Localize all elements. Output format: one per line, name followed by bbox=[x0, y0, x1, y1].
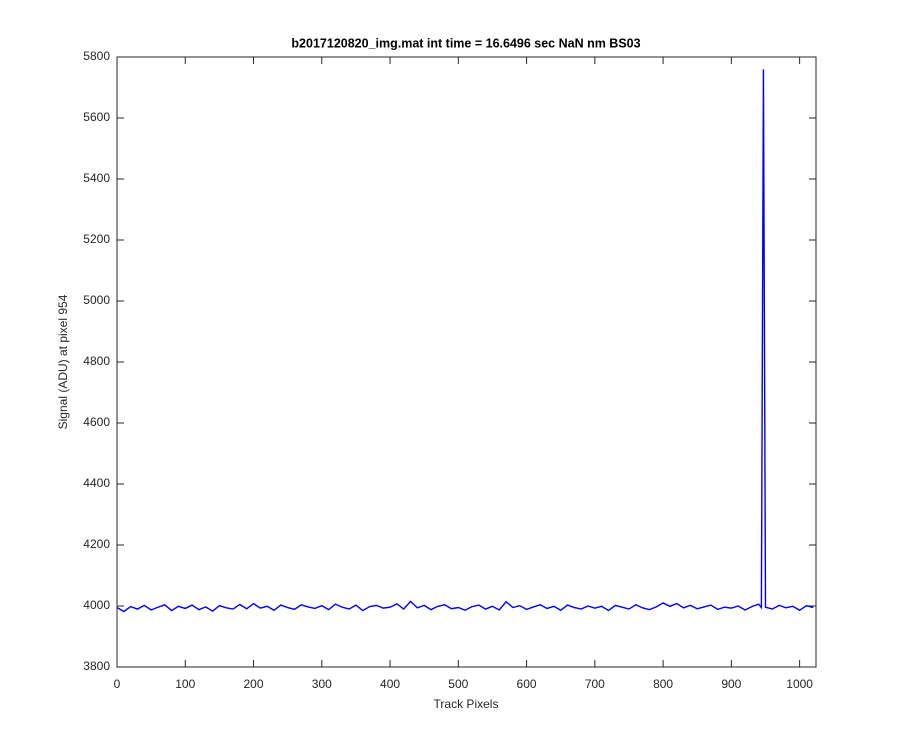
y-tick-label: 5800 bbox=[83, 49, 110, 63]
y-tick-label: 5000 bbox=[83, 293, 110, 307]
x-tick-label: 500 bbox=[448, 677, 468, 691]
x-axis-label: Track Pixels bbox=[434, 697, 499, 711]
y-axis-label: Signal (ADU) at pixel 954 bbox=[56, 294, 70, 429]
y-tick-label: 4200 bbox=[83, 537, 110, 551]
x-tick-label: 100 bbox=[175, 677, 195, 691]
x-tick-label: 600 bbox=[517, 677, 537, 691]
x-tick-label: 900 bbox=[721, 677, 741, 691]
y-tick-label: 4000 bbox=[83, 598, 110, 612]
x-tick-label: 800 bbox=[653, 677, 673, 691]
data-line bbox=[116, 69, 814, 613]
x-tick-label: 300 bbox=[312, 677, 332, 691]
x-tick-label: 200 bbox=[244, 677, 264, 691]
y-tick-label: 5200 bbox=[83, 232, 110, 246]
y-tick-label: 4800 bbox=[83, 354, 110, 368]
y-tick-label: 4600 bbox=[83, 415, 110, 429]
y-tick-label: 3800 bbox=[83, 659, 110, 673]
x-tick-label: 1000 bbox=[786, 677, 813, 691]
y-tick-label: 5600 bbox=[83, 110, 110, 124]
x-tick-label: 0 bbox=[114, 677, 121, 691]
chart-title: b2017120820_img.mat int time = 16.6496 s… bbox=[291, 36, 640, 50]
y-tick-label: 5400 bbox=[83, 171, 110, 185]
y-tick-label: 4400 bbox=[83, 476, 110, 490]
x-tick-label: 700 bbox=[585, 677, 605, 691]
plot-frame bbox=[116, 56, 817, 668]
x-tick-label: 400 bbox=[380, 677, 400, 691]
